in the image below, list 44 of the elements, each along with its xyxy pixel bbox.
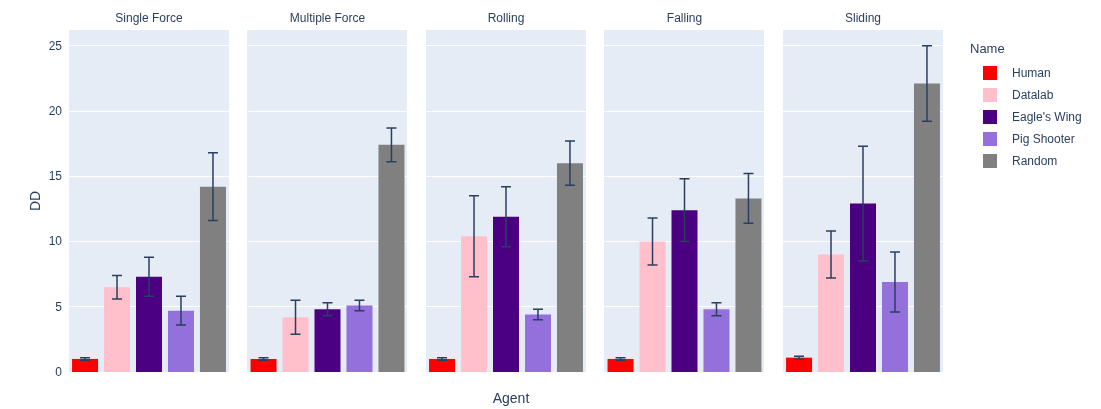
- legend-label: Pig Shooter: [1012, 132, 1075, 146]
- y-tick-label: 10: [48, 234, 63, 249]
- bar: [786, 357, 813, 372]
- bar: [735, 198, 762, 372]
- bar: [104, 287, 131, 372]
- y-axis-title: DD: [27, 190, 43, 212]
- bar: [524, 314, 551, 372]
- x-axis-title: Agent: [492, 390, 530, 406]
- bar: [314, 309, 341, 372]
- bar: [913, 83, 940, 372]
- y-tick-label: 0: [55, 365, 63, 379]
- legend-label: Datalab: [1012, 88, 1054, 102]
- bar: [250, 358, 277, 372]
- legend-label: Eagle's Wing: [1012, 110, 1082, 124]
- x-tick-label: Rolling: [487, 11, 525, 25]
- bar: [850, 203, 876, 372]
- bar: [72, 358, 99, 372]
- legend-title: Name: [970, 41, 1005, 56]
- x-tick-label: Single Force: [115, 11, 183, 25]
- x-tick-label: Multiple Force: [289, 11, 366, 25]
- bar: [493, 216, 519, 372]
- bar: [881, 281, 908, 372]
- bar: [346, 305, 373, 372]
- bar: [607, 358, 634, 372]
- bar: [167, 310, 194, 372]
- y-tick-label: 15: [48, 169, 63, 184]
- bar: [818, 254, 845, 372]
- bar: [378, 144, 405, 372]
- y-tick-label: 20: [48, 103, 63, 118]
- bar: [136, 276, 162, 372]
- bar: [429, 358, 456, 372]
- bar: [671, 210, 698, 372]
- y-tick-label: 5: [55, 299, 63, 314]
- bar: [556, 163, 583, 372]
- legend-label: Random: [1012, 154, 1058, 168]
- bar: [282, 317, 309, 372]
- bar: [199, 186, 226, 372]
- legend-label: Human: [1012, 66, 1051, 80]
- bar: [703, 309, 730, 372]
- x-tick-label: Falling: [666, 11, 703, 25]
- bar: [639, 241, 666, 372]
- bar: [461, 236, 488, 372]
- y-tick-label: 25: [48, 38, 63, 53]
- x-tick-label: Sliding: [844, 11, 882, 25]
